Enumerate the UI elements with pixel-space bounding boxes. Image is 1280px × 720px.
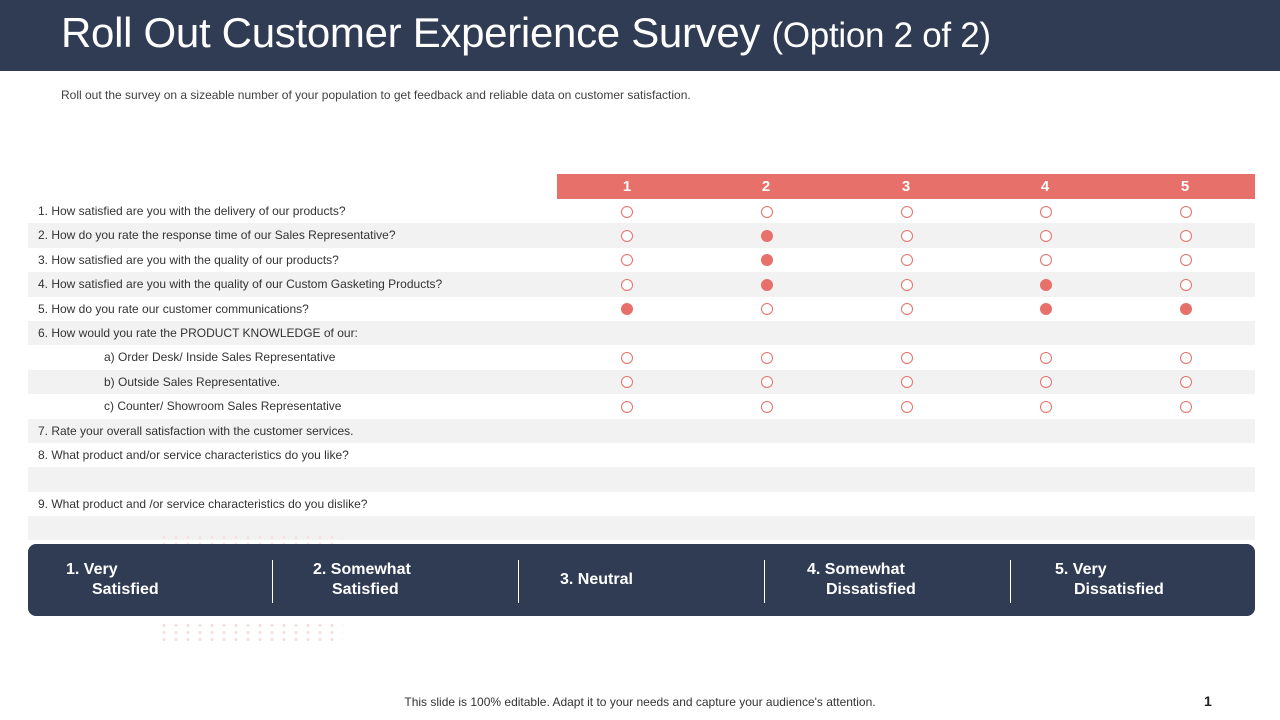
legend-divider bbox=[518, 560, 519, 603]
legend-label-line2: Dissatisfied bbox=[1074, 581, 1164, 598]
legend-label: 3. Neutral bbox=[560, 571, 633, 588]
question-text: c) Counter/ Showroom Sales Representativ… bbox=[104, 399, 342, 414]
legend-label-line2: Dissatisfied bbox=[826, 581, 916, 598]
rating-radio-4[interactable] bbox=[1040, 303, 1052, 316]
rating-radio-4[interactable] bbox=[1040, 229, 1052, 242]
legend-divider bbox=[764, 560, 765, 603]
legend-item-5: 5. Very Dissatisfied bbox=[1055, 544, 1245, 616]
rating-radio-4[interactable] bbox=[1040, 278, 1052, 291]
rating-radio-1[interactable] bbox=[621, 205, 633, 218]
rating-radio-1[interactable] bbox=[621, 351, 633, 364]
rating-radio-2[interactable] bbox=[761, 351, 773, 364]
rating-radio-4[interactable] bbox=[1040, 254, 1052, 267]
scale-header-3: 3 bbox=[901, 178, 911, 195]
rating-radio-3[interactable] bbox=[901, 229, 913, 242]
scale-header-1: 1 bbox=[622, 178, 632, 195]
rating-radio-1[interactable] bbox=[621, 376, 633, 389]
rating-radio-4[interactable] bbox=[1040, 351, 1052, 364]
rating-radio-2[interactable] bbox=[761, 278, 773, 291]
rating-radio-3[interactable] bbox=[901, 205, 913, 218]
legend-item-3: 3. Neutral bbox=[560, 544, 760, 616]
rating-legend: 1. Very Satisfied 2. Somewhat Satisfied 3. N… bbox=[28, 544, 1255, 616]
rating-radio-4[interactable] bbox=[1040, 376, 1052, 389]
rating-radio-5[interactable] bbox=[1180, 254, 1192, 267]
scale-header-5: 5 bbox=[1180, 178, 1190, 195]
survey-row: 8. What product and/or service character… bbox=[28, 443, 1255, 467]
legend-label: 4. Somewhat bbox=[807, 561, 905, 578]
rating-radio-1[interactable] bbox=[621, 303, 633, 316]
survey-table: 1. How satisfied are you with the delive… bbox=[28, 199, 1255, 541]
question-text: 4. How satisfied are you with the qualit… bbox=[38, 277, 443, 292]
rating-radio-5[interactable] bbox=[1180, 351, 1192, 364]
question-text: 8. What product and/or service character… bbox=[38, 447, 349, 462]
rating-radio-3[interactable] bbox=[901, 278, 913, 291]
rating-radio-3[interactable] bbox=[901, 303, 913, 316]
footer-note: This slide is 100% editable. Adapt it to… bbox=[404, 695, 876, 709]
question-text: b) Outside Sales Representative. bbox=[104, 374, 281, 389]
rating-radio-5[interactable] bbox=[1180, 229, 1192, 242]
rating-radio-2[interactable] bbox=[761, 303, 773, 316]
rating-radio-4[interactable] bbox=[1040, 400, 1052, 413]
rating-radio-1[interactable] bbox=[621, 254, 633, 267]
decorative-dots-bottom bbox=[158, 622, 343, 642]
rating-radio-1[interactable] bbox=[621, 400, 633, 413]
rating-radio-2[interactable] bbox=[761, 254, 773, 267]
survey-row: 9. What product and /or service characte… bbox=[28, 492, 1255, 516]
legend-item-1: 1. Very Satisfied bbox=[66, 544, 266, 616]
survey-row: 7. Rate your overall satisfaction with t… bbox=[28, 418, 1255, 443]
rating-radio-3[interactable] bbox=[901, 376, 913, 389]
page-subtitle: Roll out the survey on a sizeable number… bbox=[61, 88, 691, 102]
rating-radio-5[interactable] bbox=[1180, 303, 1192, 316]
rating-radio-5[interactable] bbox=[1180, 205, 1192, 218]
survey-row: 3. How satisfied are you with the qualit… bbox=[28, 248, 1255, 272]
survey-row: b) Outside Sales Representative. bbox=[28, 369, 1255, 395]
title-main: Roll Out Customer Experience Survey bbox=[61, 9, 761, 56]
scale-header-2: 2 bbox=[761, 178, 771, 195]
survey-row: 1. How satisfied are you with the delive… bbox=[28, 199, 1255, 223]
legend-label: 2. Somewhat bbox=[313, 561, 411, 578]
question-text: 7. Rate your overall satisfaction with t… bbox=[38, 423, 354, 438]
rating-radio-1[interactable] bbox=[621, 229, 633, 242]
question-text: 6. How would you rate the PRODUCT KNOWLE… bbox=[38, 325, 358, 340]
legend-label-line2: Satisfied bbox=[332, 581, 399, 598]
rating-radio-3[interactable] bbox=[901, 351, 913, 364]
rating-radio-2[interactable] bbox=[761, 205, 773, 218]
legend-item-2: 2. Somewhat Satisfied bbox=[313, 544, 513, 616]
question-text: 3. How satisfied are you with the qualit… bbox=[38, 252, 339, 267]
rating-scale-header: 1 2 3 4 5 bbox=[557, 174, 1255, 199]
scale-header-4: 4 bbox=[1040, 178, 1050, 195]
rating-radio-3[interactable] bbox=[901, 400, 913, 413]
survey-row: 5. How do you rate our customer communic… bbox=[28, 297, 1255, 321]
legend-label-line2: Satisfied bbox=[92, 581, 159, 598]
question-text: a) Order Desk/ Inside Sales Representati… bbox=[104, 350, 336, 365]
survey-row: 4. How satisfied are you with the qualit… bbox=[28, 272, 1255, 297]
page-title: Roll Out Customer Experience Survey (Opt… bbox=[61, 9, 991, 57]
legend-item-4: 4. Somewhat Dissatisfied bbox=[807, 544, 1007, 616]
rating-radio-3[interactable] bbox=[901, 254, 913, 267]
legend-divider bbox=[1010, 560, 1011, 603]
rating-radio-2[interactable] bbox=[761, 229, 773, 242]
title-bar: Roll Out Customer Experience Survey (Opt… bbox=[0, 0, 1280, 71]
rating-radio-4[interactable] bbox=[1040, 205, 1052, 218]
legend-label: 5. Very bbox=[1055, 561, 1107, 578]
legend-divider bbox=[272, 560, 273, 603]
page-number: 1 bbox=[1204, 693, 1212, 709]
question-text: 5. How do you rate our customer communic… bbox=[38, 301, 309, 316]
question-text: 2. How do you rate the response time of … bbox=[38, 228, 396, 243]
legend-label: 1. Very bbox=[66, 561, 118, 578]
question-text: 1. How satisfied are you with the delive… bbox=[38, 204, 346, 218]
survey-row bbox=[28, 467, 1255, 492]
rating-radio-5[interactable] bbox=[1180, 278, 1192, 291]
survey-row: 6. How would you rate the PRODUCT KNOWLE… bbox=[28, 320, 1255, 346]
survey-row: 2. How do you rate the response time of … bbox=[28, 223, 1255, 248]
rating-radio-5[interactable] bbox=[1180, 376, 1192, 389]
rating-radio-2[interactable] bbox=[761, 376, 773, 389]
survey-row: c) Counter/ Showroom Sales Representativ… bbox=[28, 394, 1255, 418]
survey-row: a) Order Desk/ Inside Sales Representati… bbox=[28, 345, 1255, 369]
title-option: (Option 2 of 2) bbox=[771, 16, 992, 55]
rating-radio-5[interactable] bbox=[1180, 400, 1192, 413]
rating-radio-1[interactable] bbox=[621, 278, 633, 291]
rating-radio-2[interactable] bbox=[761, 400, 773, 413]
question-text: 9. What product and /or service characte… bbox=[38, 496, 368, 511]
